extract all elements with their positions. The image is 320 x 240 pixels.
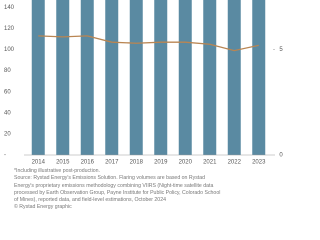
y-tick-label: 60 <box>4 89 11 95</box>
y-tick-label: 100 <box>4 47 15 53</box>
bar <box>227 0 241 155</box>
x-tick-label: 2014 <box>32 160 46 166</box>
x-tick-label: 2022 <box>228 160 242 166</box>
chart: - 20 40 60 80 100 120 140 0 5 2014 2015 2016 2017 2018… <box>4 0 283 166</box>
page: {"chart_data": {"type": "bar_line", "cat… <box>4 0 294 212</box>
footnote-line: of Mines), reported data, and field-leve… <box>14 197 166 204</box>
bar <box>105 0 119 155</box>
y-tick-label: 20 <box>4 131 11 137</box>
x-tick-label: 2015 <box>56 160 70 166</box>
x-tick-label: 2023 <box>252 160 266 166</box>
x-tick-label: 2016 <box>81 160 95 166</box>
x-tick-label: 2021 <box>203 160 217 166</box>
footnote: *Including illustrative post-production.… <box>14 168 294 212</box>
y-tick-label: 120 <box>4 26 15 32</box>
y2-tick-label: 0 <box>279 153 283 159</box>
bar <box>56 0 70 155</box>
bar <box>252 0 266 155</box>
footnote-line: Source: Rystad Energy's Emissions Soluti… <box>14 175 206 182</box>
bar <box>154 0 168 155</box>
bar <box>31 0 45 155</box>
bar <box>178 0 192 155</box>
x-tick-label: 2017 <box>105 160 119 166</box>
footnote-line: processed by Earth Observation Group, Pa… <box>14 189 221 196</box>
y-tick-label: 40 <box>4 110 11 116</box>
y-tick-label: - <box>4 153 6 159</box>
line <box>38 35 259 52</box>
footnote-line: Energy's proprietary emissions methodolo… <box>14 182 214 189</box>
x-tick-label: 2018 <box>130 160 144 166</box>
bar-group <box>31 0 266 155</box>
x-tick-label: 2019 <box>154 160 168 166</box>
footnote-line: *Including illustrative post-production. <box>14 168 100 174</box>
footnote-line: © Rystad Energy graphic <box>14 204 72 211</box>
y-tick-label: 140 <box>4 5 15 11</box>
bar <box>203 0 217 155</box>
x-tick-label: 2020 <box>179 160 193 166</box>
bar <box>129 0 143 155</box>
y2-tick-label: 5 <box>279 47 283 53</box>
y-tick-label: 80 <box>4 68 11 74</box>
bar <box>80 0 94 155</box>
